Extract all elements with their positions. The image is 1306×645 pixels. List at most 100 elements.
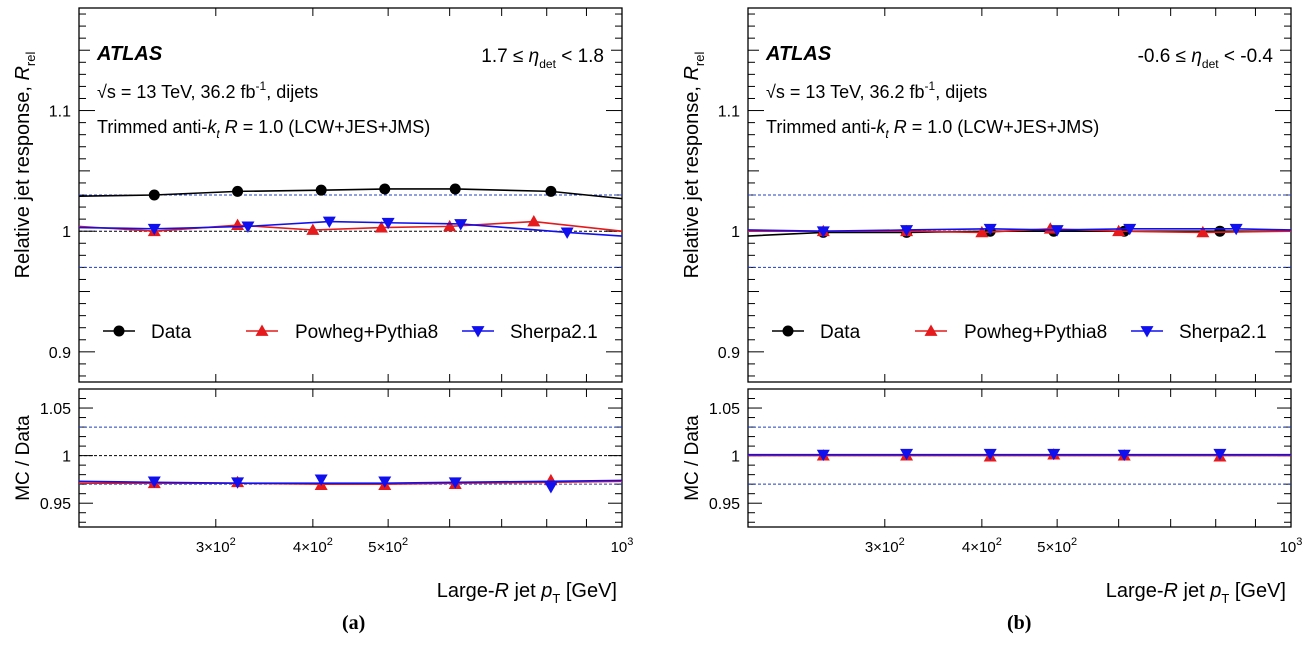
data-point-sherpa2-1 <box>241 221 255 233</box>
ratio-y-tick-label: 1.05 <box>709 401 740 418</box>
ratio-y-tick-label: 1.05 <box>40 401 71 418</box>
data-point-powheg-pythia8 <box>527 215 541 227</box>
panel-b-caption: (b) <box>1007 612 1032 634</box>
data-point-data <box>315 184 327 196</box>
legend-label: Data <box>151 322 192 343</box>
panel-a: 0.9 1 1.1 0.95 1 1.05 3×102 4×102 5×102 103 ATLAS √… <box>12 7 634 606</box>
ratio-line-sherpa2-1 <box>78 479 623 485</box>
data-point-sherpa2-1 <box>816 226 830 238</box>
y-axis-label: Relative jet response, Rrel <box>681 51 707 278</box>
energy-label: √s = 13 TeV, 36.2 fb-1, dijets <box>766 79 987 102</box>
legend-entry-data: Data <box>103 322 192 343</box>
data-point-sherpa2-1 <box>560 227 574 239</box>
data-point-powheg-pythia8 <box>1112 224 1126 237</box>
y-tick-label: 1 <box>731 224 740 241</box>
ratio-point-sherpa2-1 <box>448 477 462 489</box>
x-tick-label: 3×102 <box>865 536 905 556</box>
legend-label: Powheg+Pythia8 <box>964 322 1107 343</box>
x-tick-label: 3×102 <box>196 536 236 556</box>
series-line-sherpa2-1 <box>747 227 1292 232</box>
legend-entry-powheg-pythia8: Powheg+Pythia8 <box>246 322 438 343</box>
data-point-data <box>1214 225 1226 237</box>
x-tick-label: 4×102 <box>962 536 1002 556</box>
ratio-y-axis-label: MC / Data <box>682 415 703 501</box>
legend-label: Powheg+Pythia8 <box>295 322 438 343</box>
legend-marker <box>782 325 794 337</box>
legend-marker <box>471 326 485 338</box>
data-point-powheg-pythia8 <box>975 225 989 238</box>
y-axis-label: Relative jet response, Rrel <box>12 51 38 278</box>
eta-range-label: -0.6 ≤ ηdet < -0.4 <box>1138 46 1274 71</box>
x-tick-label: 103 <box>1280 536 1303 556</box>
data-point-powheg-pythia8 <box>306 223 320 235</box>
ratio-y-tick-label: 1 <box>62 449 71 466</box>
data-point-sherpa2-1 <box>381 217 395 230</box>
atlas-label: ATLAS <box>96 43 163 65</box>
x-tick-label: 4×102 <box>293 536 333 556</box>
legend-label: Sherpa2.1 <box>510 322 598 343</box>
legend-label: Data <box>820 322 861 343</box>
y-tick-label: 1.1 <box>49 104 71 121</box>
ratio-point-sherpa2-1 <box>1117 449 1131 462</box>
x-tick-label: 5×102 <box>1037 536 1077 556</box>
legend-marker <box>924 324 938 336</box>
ratio-point-sherpa2-1 <box>314 474 328 486</box>
legend-entry-powheg-pythia8: Powheg+Pythia8 <box>915 322 1107 343</box>
ratio-point-sherpa2-1 <box>1047 448 1061 461</box>
ratio-point-sherpa2-1 <box>900 448 914 461</box>
data-point-data <box>232 185 244 197</box>
x-axis-label: Large-R jet pT [GeV] <box>1106 580 1286 606</box>
data-point-sherpa2-1 <box>1050 225 1064 237</box>
data-point-sherpa2-1 <box>147 223 161 236</box>
jet-label: Trimmed anti-kt R = 1.0 (LCW+JES+JMS) <box>97 117 430 141</box>
panel-b: 0.9 1 1.1 0.95 1 1.05 3×102 4×102 5×102 103 ATLAS √… <box>681 7 1303 606</box>
series-line-data <box>78 188 623 200</box>
ratio-point-sherpa2-1 <box>816 449 830 462</box>
data-point-sherpa2-1 <box>1123 223 1137 236</box>
legend-entry-sherpa2-1: Sherpa2.1 <box>462 322 598 343</box>
legend-marker <box>255 324 269 336</box>
ratio-y-tick-label: 0.95 <box>709 496 740 513</box>
energy-label: √s = 13 TeV, 36.2 fb-1, dijets <box>97 79 318 102</box>
y-tick-label: 0.9 <box>718 345 740 362</box>
series-line-sherpa2-1 <box>78 220 623 237</box>
data-point-data <box>449 183 461 195</box>
data-point-powheg-pythia8 <box>1196 225 1210 238</box>
data-point-sherpa2-1 <box>983 223 997 236</box>
ratio-plot-frame <box>78 388 623 528</box>
y-tick-label: 0.9 <box>49 345 71 362</box>
panel-a-caption: (a) <box>342 612 366 634</box>
data-point-sherpa2-1 <box>1229 223 1243 236</box>
atlas-label: ATLAS <box>765 43 832 65</box>
legend-marker <box>113 325 125 337</box>
data-point-data <box>545 185 557 197</box>
ratio-point-sherpa2-1 <box>147 476 161 488</box>
series-line-powheg-pythia8 <box>78 220 623 232</box>
ratio-y-axis-label: MC / Data <box>13 415 34 501</box>
x-tick-label: 103 <box>611 536 634 556</box>
data-point-sherpa2-1 <box>322 216 336 229</box>
legend-label: Sherpa2.1 <box>1179 322 1267 343</box>
data-point-sherpa2-1 <box>454 219 468 231</box>
ratio-point-sherpa2-1 <box>1213 448 1227 461</box>
y-tick-label: 1.1 <box>718 104 740 121</box>
data-point-powheg-pythia8 <box>1043 222 1057 234</box>
eta-range-label: 1.7 ≤ ηdet < 1.8 <box>481 46 604 71</box>
data-point-powheg-pythia8 <box>443 219 457 232</box>
ratio-point-sherpa2-1 <box>231 477 245 489</box>
legend-marker <box>1140 326 1154 338</box>
data-point-data <box>379 183 391 195</box>
x-tick-label: 5×102 <box>368 536 408 556</box>
data-point-sherpa2-1 <box>900 225 914 237</box>
x-axis-label: Large-R jet pT [GeV] <box>437 580 617 606</box>
ratio-plot-frame <box>747 388 1292 528</box>
ratio-y-tick-label: 0.95 <box>40 496 71 513</box>
data-point-data <box>148 189 160 201</box>
y-tick-label: 1 <box>62 224 71 241</box>
data-point-powheg-pythia8 <box>374 221 388 233</box>
ratio-y-tick-label: 1 <box>731 449 740 466</box>
ratio-point-sherpa2-1 <box>983 448 997 461</box>
legend-entry-sherpa2-1: Sherpa2.1 <box>1131 322 1267 343</box>
ratio-point-sherpa2-1 <box>378 476 392 488</box>
